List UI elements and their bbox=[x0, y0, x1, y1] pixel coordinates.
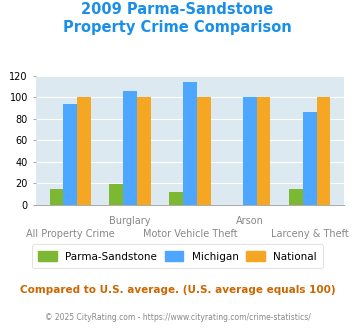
Bar bbox=[289, 188, 303, 205]
Text: Larceny & Theft: Larceny & Theft bbox=[271, 229, 349, 239]
Bar bbox=[257, 97, 271, 205]
Text: 2009 Parma-Sandstone
Property Crime Comparison: 2009 Parma-Sandstone Property Crime Comp… bbox=[63, 2, 292, 35]
Bar bbox=[77, 97, 91, 205]
Text: Arson: Arson bbox=[236, 216, 264, 226]
Text: Burglary: Burglary bbox=[109, 216, 151, 226]
Bar bbox=[123, 91, 137, 205]
Bar bbox=[63, 104, 77, 205]
Bar bbox=[303, 112, 317, 205]
Text: Compared to U.S. average. (U.S. average equals 100): Compared to U.S. average. (U.S. average … bbox=[20, 285, 335, 295]
Bar bbox=[50, 188, 63, 205]
Bar bbox=[243, 97, 257, 205]
Bar bbox=[197, 97, 211, 205]
Text: All Property Crime: All Property Crime bbox=[26, 229, 115, 239]
Bar bbox=[137, 97, 151, 205]
Bar bbox=[317, 97, 330, 205]
Legend: Parma-Sandstone, Michigan, National: Parma-Sandstone, Michigan, National bbox=[32, 245, 323, 268]
Bar bbox=[183, 82, 197, 205]
Text: © 2025 CityRating.com - https://www.cityrating.com/crime-statistics/: © 2025 CityRating.com - https://www.city… bbox=[45, 314, 310, 322]
Text: Motor Vehicle Theft: Motor Vehicle Theft bbox=[143, 229, 237, 239]
Bar bbox=[169, 192, 183, 205]
Bar bbox=[109, 184, 123, 205]
